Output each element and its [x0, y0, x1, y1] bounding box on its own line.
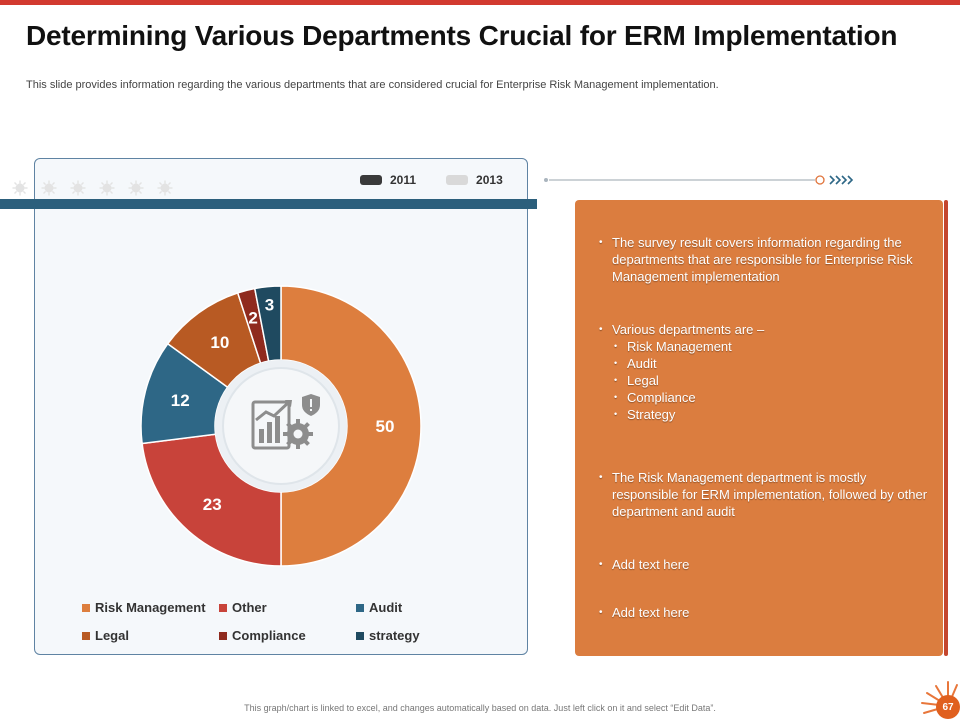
panel-bullet-add-text-2: Add text here — [598, 604, 933, 621]
virus-icon — [70, 180, 86, 196]
legend-swatch — [356, 603, 364, 612]
legend-label: Other — [232, 600, 267, 615]
bullet-text: Add text here — [598, 604, 933, 621]
sub-bullet: Strategy — [598, 406, 933, 423]
legend-swatch-2013 — [446, 175, 469, 185]
legend-swatch-2011 — [360, 175, 382, 185]
legend-item-audit: Audit — [356, 600, 493, 615]
data-label: 10 — [210, 333, 229, 352]
donut-chart: 50 23 12 10 23 — [140, 285, 422, 567]
legend-label: Risk Management — [95, 600, 206, 615]
legend-swatch — [356, 631, 364, 640]
page-title: Determining Various Departments Crucial … — [26, 20, 898, 51]
legend-label: strategy — [369, 628, 420, 643]
legend-item-2011: 2011 — [360, 173, 416, 187]
chevrons-right-icon — [829, 175, 854, 185]
bullet-text: Various departments are – — [598, 321, 933, 338]
panel-bullet-add-text-1: Add text here — [598, 556, 933, 573]
donut-data-labels: 50 23 12 10 23 — [171, 296, 395, 514]
legend-item-strategy: strategy — [356, 628, 493, 643]
page-subtitle: This slide provides information regardin… — [26, 79, 719, 91]
virus-icon — [99, 180, 115, 196]
analytics-gear-shield-icon — [251, 394, 320, 450]
legend-item-compliance: Compliance — [219, 628, 356, 643]
info-panel-edge — [944, 200, 948, 656]
legend-item-risk-management: Risk Management — [82, 600, 219, 615]
legend-item-legal: Legal — [82, 628, 219, 643]
legend-item-other: Other — [219, 600, 356, 615]
donut-hole-inner — [222, 367, 340, 485]
data-label: 12 — [171, 391, 190, 410]
virus-icon — [128, 180, 144, 196]
year-legend: 2011 2013 — [360, 173, 533, 187]
virus-icon — [12, 180, 28, 196]
legend-swatch — [219, 603, 227, 612]
legend-label: Compliance — [232, 628, 306, 643]
accent-divider-bar — [0, 199, 537, 209]
page-number-badge: 67 — [936, 695, 960, 719]
panel-bullet-risk-management: The Risk Management department is mostly… — [598, 469, 933, 520]
legend-swatch — [82, 603, 90, 612]
decor-virus-row — [12, 180, 173, 196]
bullet-text: The survey result covers information reg… — [598, 234, 933, 285]
bullet-text: Add text here — [598, 556, 933, 573]
footer-note: This graph/chart is linked to excel, and… — [244, 703, 716, 713]
legend-label-2013: 2013 — [476, 173, 503, 187]
legend-item-2013: 2013 — [446, 173, 503, 187]
legend-label: Legal — [95, 628, 129, 643]
virus-icon — [41, 180, 57, 196]
sub-bullet: Legal — [598, 372, 933, 389]
top-accent-bar — [0, 0, 960, 5]
bullet-text: The Risk Management department is mostly… — [598, 469, 933, 520]
data-label: 3 — [265, 296, 274, 315]
data-label: 50 — [376, 417, 395, 436]
sub-bullet: Compliance — [598, 389, 933, 406]
legend-label-2011: 2011 — [390, 173, 417, 187]
timeline-connector — [544, 175, 854, 185]
data-label: 23 — [203, 495, 222, 514]
sub-bullet: Risk Management — [598, 338, 933, 355]
legend-swatch — [82, 631, 90, 640]
legend-swatch — [219, 631, 227, 640]
donut-slice-other — [141, 433, 282, 567]
legend-label: Audit — [369, 600, 403, 615]
panel-bullet-survey: The survey result covers information reg… — [598, 234, 933, 285]
panel-bullet-departments: Various departments are – Risk Managemen… — [598, 321, 933, 423]
virus-icon — [157, 180, 173, 196]
sub-bullet: Audit — [598, 355, 933, 372]
data-label: 2 — [248, 309, 257, 328]
chart-legend: Risk Management Other Audit Legal Compli… — [82, 600, 502, 643]
